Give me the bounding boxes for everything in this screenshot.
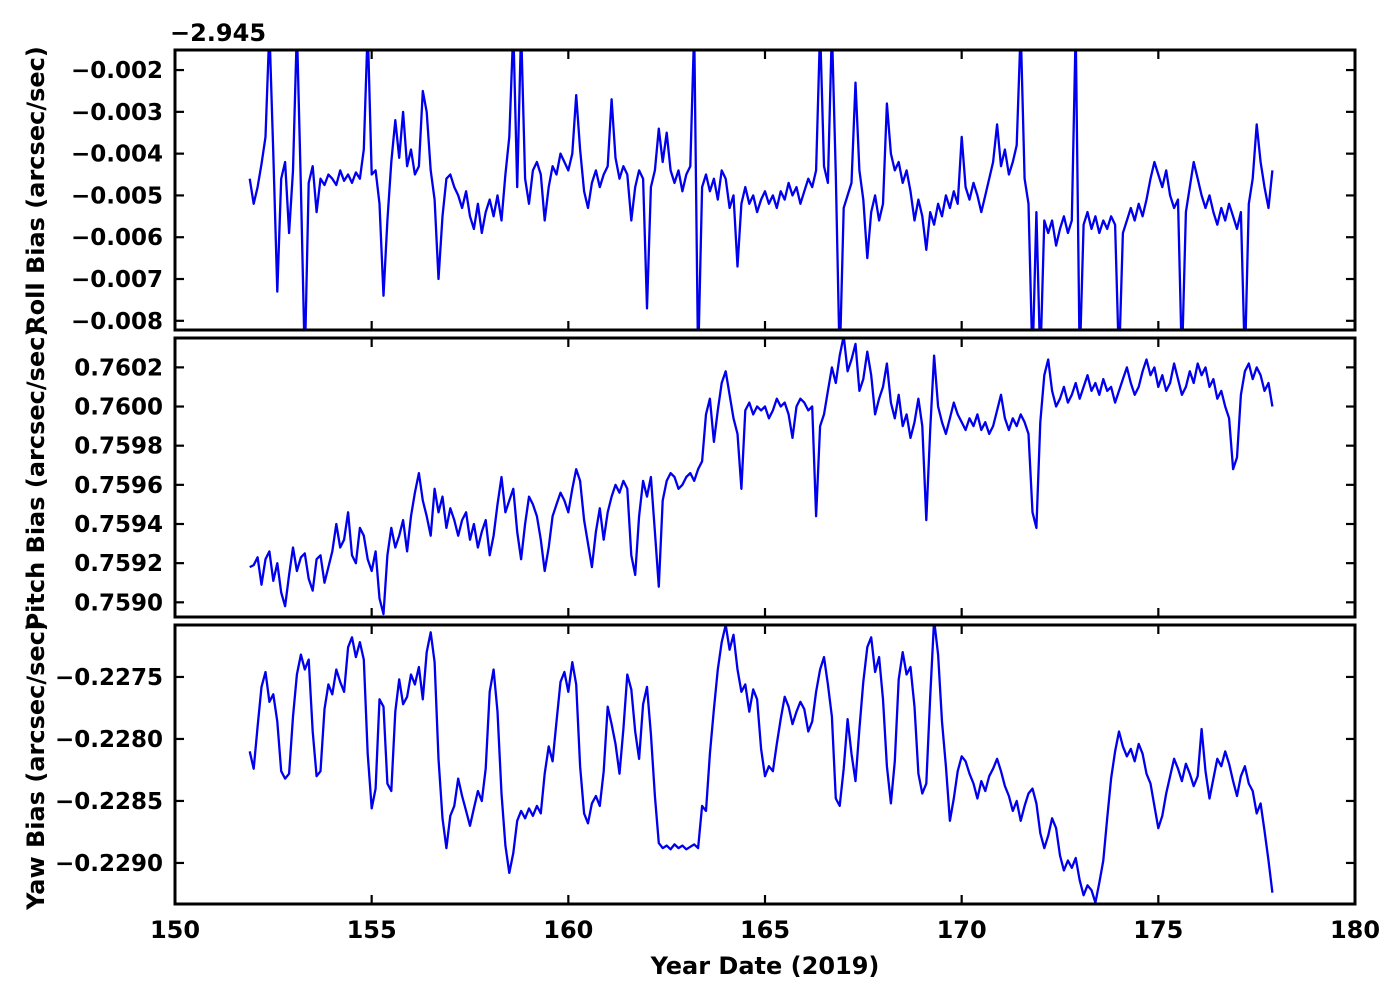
pitch-y-tick-label: 0.7596 (74, 473, 163, 499)
roll-plot-border (173, 48, 1357, 332)
x-axis-label: Year Date (2019) (650, 952, 880, 980)
pitch-plot-border (173, 336, 1357, 619)
roll-y-tick-label: −0.002 (71, 58, 163, 84)
pitch-y-tick-label: 0.7600 (74, 395, 163, 421)
x-tick-label: 180 (1330, 916, 1380, 944)
pitch-y-tick-label: 0.7590 (74, 590, 163, 616)
x-tick-label: 155 (347, 916, 397, 944)
yaw-y-tick-label: −0.2280 (55, 727, 163, 753)
yaw-plot-border (173, 623, 1357, 906)
pitch-y-tick-label: 0.7592 (74, 551, 163, 577)
roll-y-tick-label: −0.005 (71, 183, 163, 209)
yaw-y-tick-label: −0.2275 (55, 665, 163, 691)
yaw-bias-subplot: −0.2275 −0.2280 −0.2285 −0.2290 150 155 160 165… (55, 623, 1380, 944)
yaw-y-axis-label: Yaw Bias (arcsec/sec) (22, 620, 50, 911)
subplots-group: −0.002 −0.003 −0.004 −0.005 −0.006 −0.007 −0.0… (55, 48, 1380, 944)
roll-y-tick-label: −0.007 (71, 267, 163, 293)
x-tick-label: 165 (740, 916, 790, 944)
roll-bias-subplot: −0.002 −0.003 −0.004 −0.005 −0.006 −0.007 −0.0… (71, 48, 1357, 335)
roll-bias-line (248, 50, 1274, 330)
pitch-bias-subplot: 0.7602 0.7600 0.7598 0.7596 0.7594 0.7592 0.75… (74, 336, 1357, 619)
pitch-y-tick-label: 0.7598 (74, 434, 163, 460)
roll-y-tick-label: −0.004 (71, 142, 163, 168)
roll-y-tick-label: −0.003 (71, 100, 163, 126)
yaw-bias-line (248, 625, 1274, 904)
x-tick-label: 170 (937, 916, 987, 944)
x-tick-label: 150 (150, 916, 200, 944)
pitch-y-tick-label: 0.7602 (74, 355, 163, 381)
roll-y-tick-label: −0.006 (71, 225, 163, 251)
roll-y-axis-label: Roll Bias (arcsec/sec) (22, 46, 50, 334)
roll-axis-offset-label: −2.945 (170, 19, 266, 47)
roll-y-tick-label: −0.008 (71, 309, 163, 335)
pitch-bias-line (249, 338, 1274, 616)
yaw-y-tick-label: −0.2290 (55, 851, 163, 877)
x-tick-label: 160 (543, 916, 593, 944)
x-tick-label: 175 (1133, 916, 1183, 944)
pitch-y-tick-label: 0.7594 (74, 512, 163, 538)
yaw-y-tick-label: −0.2285 (55, 789, 163, 815)
pitch-y-axis-label: Pitch Bias (arcsec/sec) (22, 326, 50, 631)
